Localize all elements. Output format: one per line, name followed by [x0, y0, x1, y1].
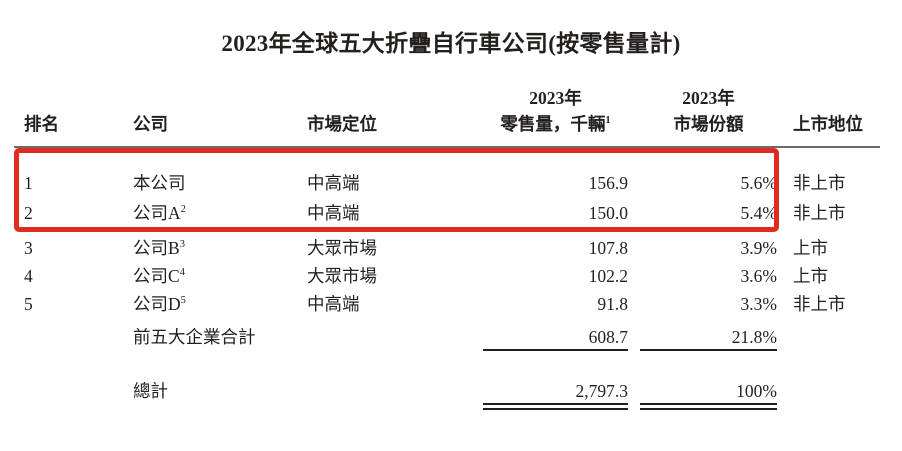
total-share-underline-top [640, 403, 777, 405]
table-row-segment: 中高端 [307, 173, 360, 193]
table-row-rank: 2 [24, 203, 33, 223]
table-row-share: 3.3% [740, 294, 777, 314]
table-row-company: 公司B3 [133, 238, 293, 258]
table-row-company-name: 本公司 [133, 173, 186, 193]
table-row-company: 公司A2 [133, 203, 293, 223]
table-row-share: 3.9% [740, 238, 777, 258]
table-row-rank: 1 [24, 173, 33, 193]
total-share-underline-bottom [640, 408, 777, 410]
table-row-share: 5.6% [740, 173, 777, 193]
header-separator-rule [14, 146, 880, 148]
table-row-volume: 107.8 [588, 238, 628, 258]
column-header-share-label: 市場份額 [673, 114, 744, 134]
total-volume-underline-bottom [483, 408, 628, 410]
subtotal-share-underline [640, 349, 777, 351]
table-row-volume: 91.8 [597, 294, 628, 314]
footnote-marker-4: 4 [179, 267, 185, 279]
table-row-volume: 102.2 [588, 266, 628, 286]
total-volume: 2,797.3 [575, 381, 629, 401]
column-header-volume-unit-text: 零售量，千輛 [500, 114, 606, 134]
subtotal-volume: 608.7 [588, 327, 628, 347]
table-row-company: 公司C4 [133, 266, 293, 286]
table-row-status: 上市 [793, 238, 828, 258]
table-row-segment: 大眾市場 [307, 266, 377, 286]
table-row-segment: 大眾市場 [307, 238, 377, 258]
subtotal-volume-underline [483, 349, 628, 351]
column-header-share-year: 2023年 [682, 88, 735, 108]
table-row-volume: 150.0 [588, 203, 628, 223]
column-header-volume-year: 2023年 [529, 88, 582, 108]
column-header-listing-status: 上市地位 [793, 114, 863, 134]
footnote-marker-3: 3 [179, 239, 185, 251]
page-title: 2023年全球五大折疊自行車公司(按零售量計) [221, 31, 681, 56]
table-row-share: 3.6% [740, 266, 777, 286]
total-label: 總計 [133, 381, 168, 401]
subtotal-label: 前五大企業合計 [133, 327, 256, 347]
table-row-status: 上市 [793, 266, 828, 286]
table-row-segment: 中高端 [307, 203, 360, 223]
column-header-rank: 排名 [24, 114, 59, 134]
table-row-company-name: 公司B [133, 238, 180, 258]
table-row-company-name: 公司C [133, 266, 180, 286]
table-row-rank: 4 [24, 266, 33, 286]
subtotal-share: 21.8% [731, 327, 777, 347]
table-row-company: 公司D5 [133, 294, 293, 314]
table-row-company-name: 公司D [133, 294, 181, 314]
footnote-marker-5: 5 [180, 295, 186, 307]
table-row-share: 5.4% [740, 203, 777, 223]
table-row-rank: 5 [24, 294, 33, 314]
footnote-marker-2: 2 [180, 204, 186, 216]
table-row-status: 非上市 [793, 173, 846, 193]
total-share: 100% [736, 381, 777, 401]
table-row-company: 本公司 [133, 173, 293, 193]
table-row-company-name: 公司A [133, 203, 181, 223]
table-row-status: 非上市 [793, 294, 846, 314]
table-row-volume: 156.9 [588, 173, 628, 193]
table-row-segment: 中高端 [307, 294, 360, 314]
table-row-status: 非上市 [793, 203, 846, 223]
column-header-volume-unit: 零售量，千輛1 [483, 114, 628, 134]
total-volume-underline-top [483, 403, 628, 405]
table-row-rank: 3 [24, 238, 33, 258]
column-header-company: 公司 [133, 114, 168, 134]
column-header-segment: 市場定位 [307, 114, 377, 134]
footnote-marker-1: 1 [605, 115, 611, 127]
